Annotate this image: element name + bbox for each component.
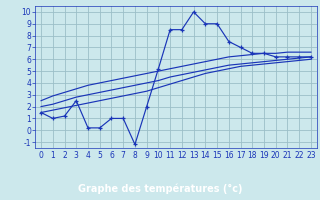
Text: 13: 13 (189, 151, 198, 160)
Text: 20: 20 (271, 151, 281, 160)
Text: 14: 14 (201, 151, 210, 160)
Text: 9: 9 (144, 151, 149, 160)
Text: 15: 15 (212, 151, 222, 160)
Text: 5: 5 (97, 151, 102, 160)
Text: 7: 7 (121, 151, 126, 160)
Text: 22: 22 (294, 151, 304, 160)
Text: 8: 8 (132, 151, 137, 160)
Text: Graphe des températures (°c): Graphe des températures (°c) (78, 183, 242, 194)
Text: 21: 21 (283, 151, 292, 160)
Text: 3: 3 (74, 151, 79, 160)
Text: 11: 11 (165, 151, 175, 160)
Text: 0: 0 (39, 151, 44, 160)
Text: 19: 19 (259, 151, 269, 160)
Text: 10: 10 (154, 151, 163, 160)
Text: 1: 1 (51, 151, 55, 160)
Text: 17: 17 (236, 151, 245, 160)
Text: 2: 2 (62, 151, 67, 160)
Text: 4: 4 (85, 151, 91, 160)
Text: 12: 12 (177, 151, 187, 160)
Text: 16: 16 (224, 151, 234, 160)
Text: 23: 23 (306, 151, 316, 160)
Text: 6: 6 (109, 151, 114, 160)
Text: 18: 18 (247, 151, 257, 160)
